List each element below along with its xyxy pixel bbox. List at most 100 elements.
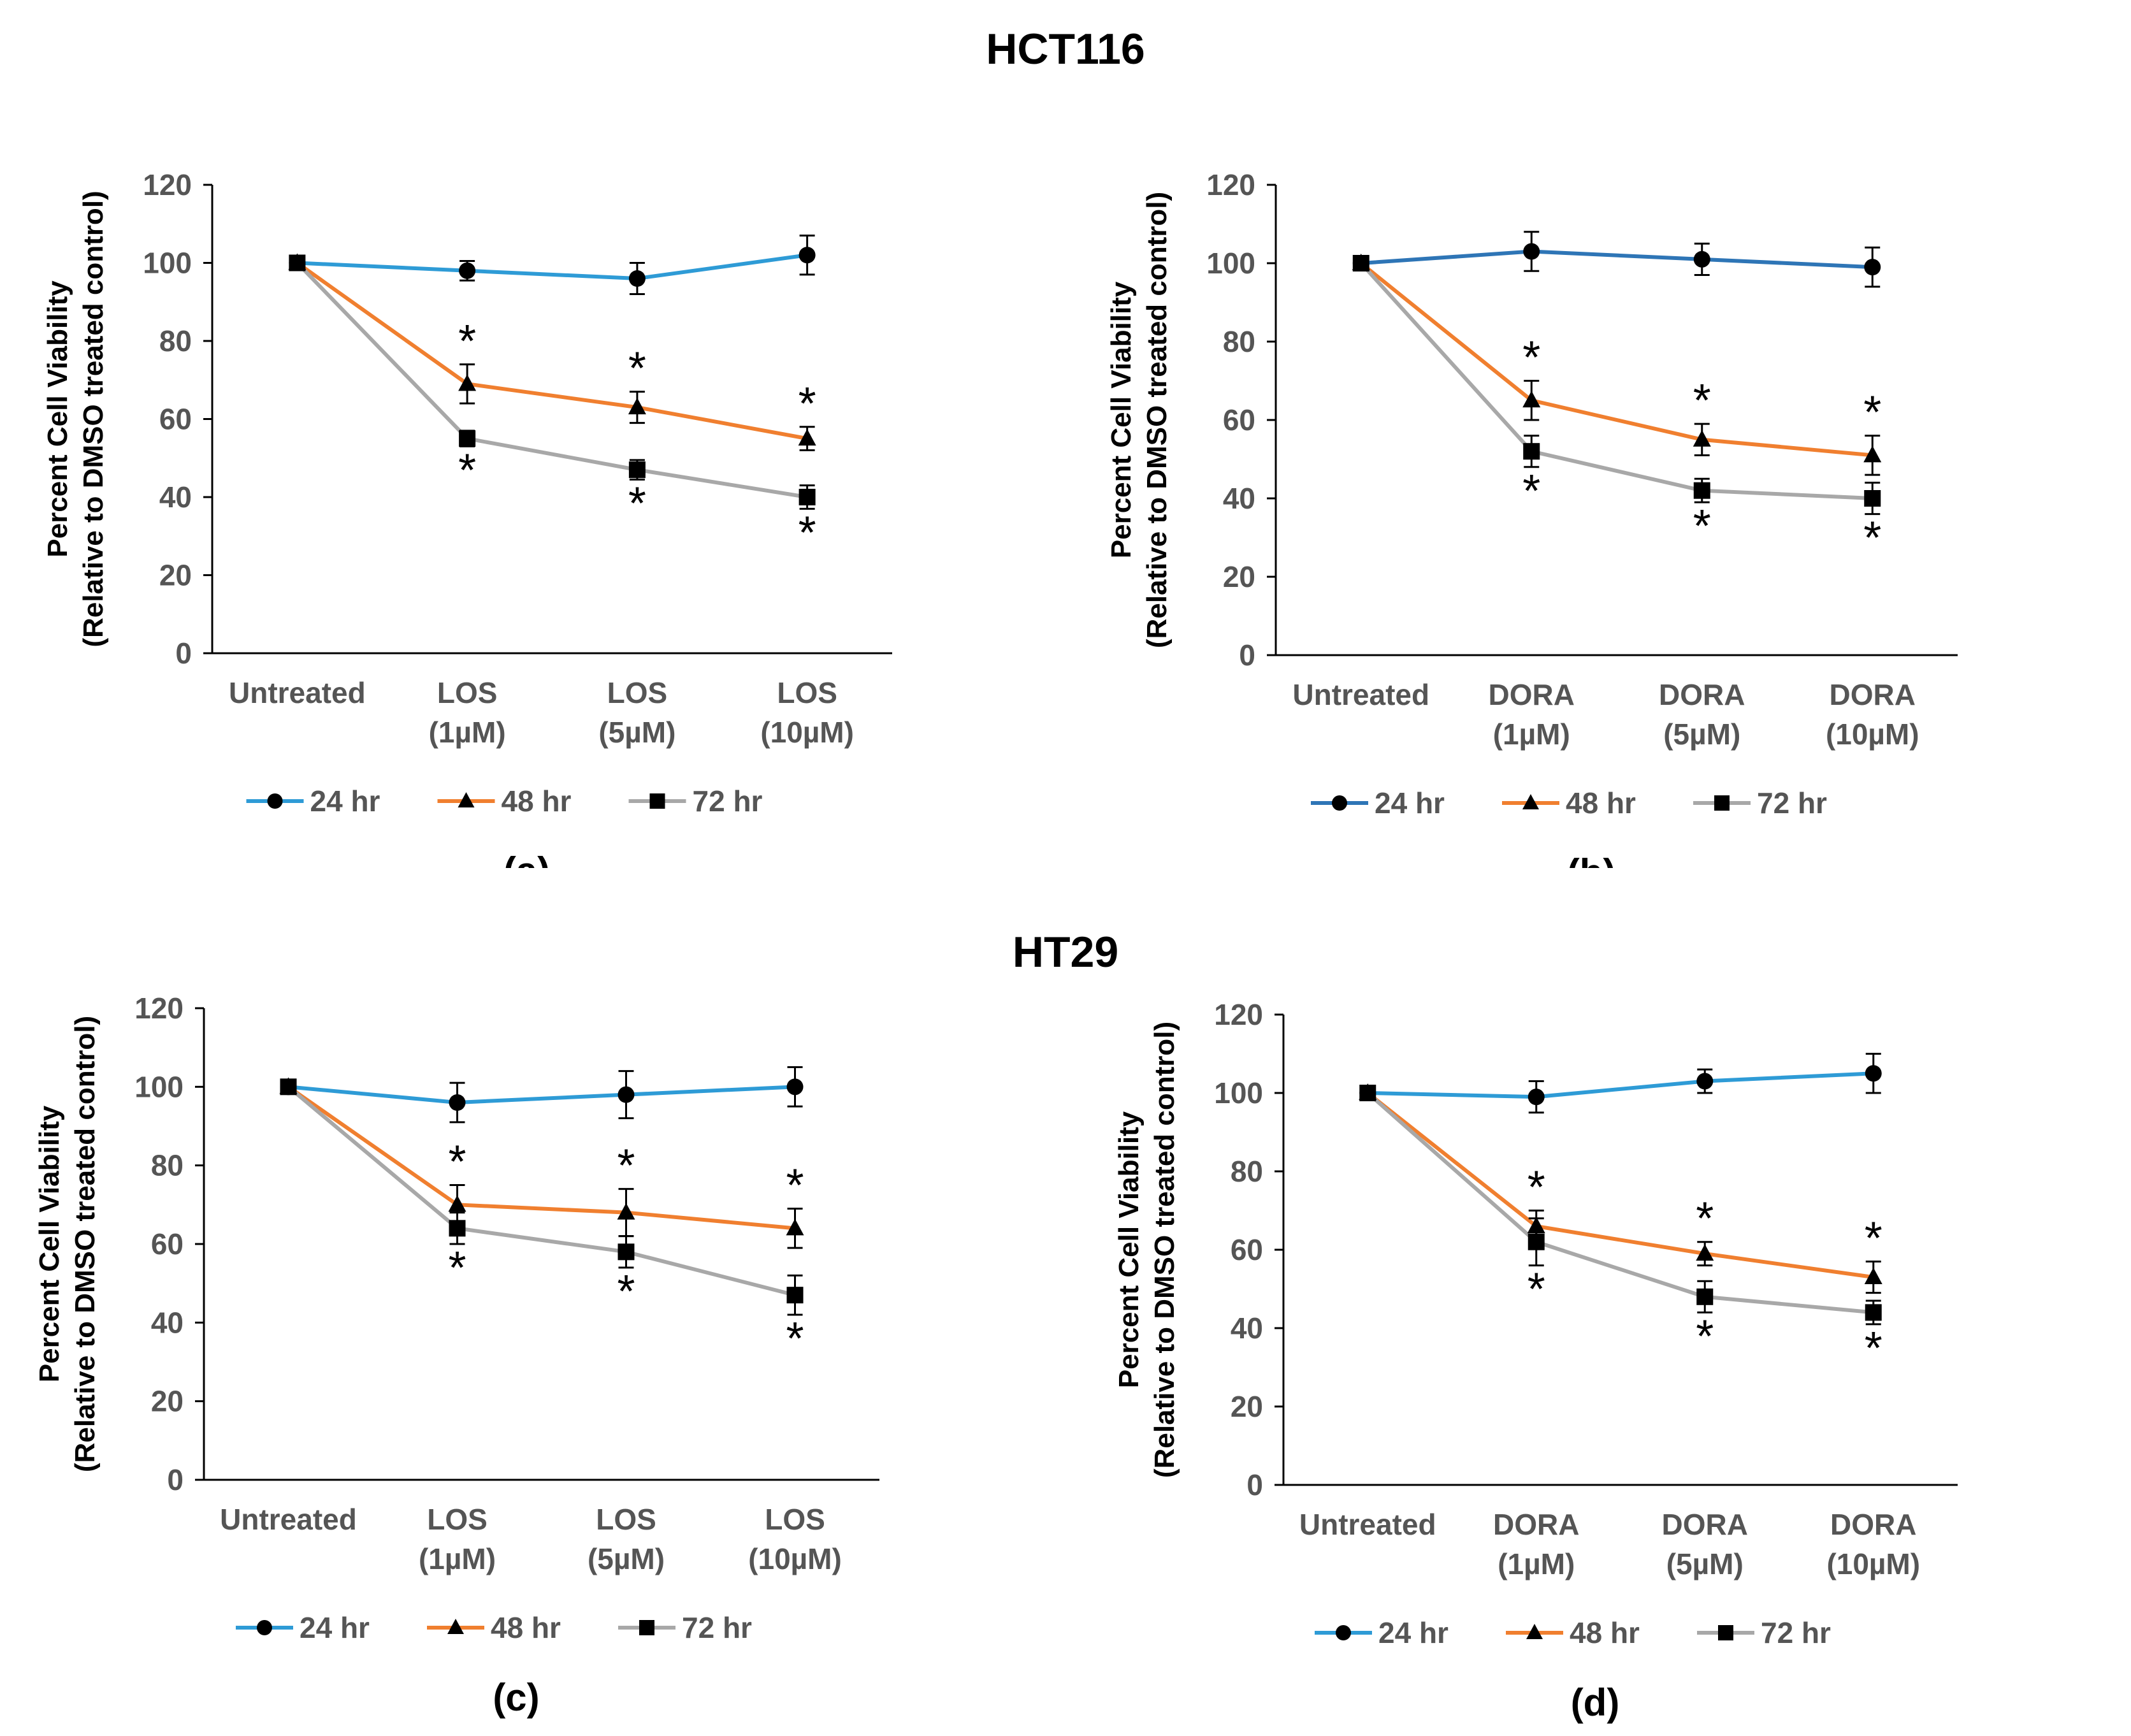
y-axis-title: Percent Cell Viability [42,280,73,558]
panel-label: (b) [1567,851,1616,868]
legend-marker [257,1620,272,1635]
chart-panel-d: 0 20 40 60 80 100 120 Percent Cell Viability (Re… [1066,868,2131,1736]
y-axis-subtitle: (Relative to DMSO treated control) [69,1016,101,1472]
x-category-label: Untreated [229,676,366,709]
data-point-48-hr [1864,1268,1882,1285]
data-point-24-hr [798,247,816,264]
significance-marker: * [628,344,646,394]
significance-marker: * [1528,1162,1545,1213]
significance-marker: * [448,1137,466,1188]
data-point-48-hr [1693,430,1711,447]
legend-label: 24 hr [300,1611,370,1644]
legend-label: 72 hr [1757,786,1827,820]
series-line-24-hr [297,253,808,281]
data-point-48-hr [617,1203,635,1220]
x-category-label: DORA [1662,1508,1748,1541]
legend-marker [1718,1625,1733,1640]
x-category-label: (1µM) [429,716,506,749]
series-line-48-hr [287,1085,795,1231]
legend-label: 48 hr [1566,786,1636,820]
chart-panel-b: 0 20 40 60 80 100 120 Percent Cell Viability (Re… [1066,0,2131,868]
legend-label: 24 hr [1378,1616,1448,1649]
y-tick-label: 20 [159,559,192,592]
y-axis-subtitle: (Relative to DMSO treated control) [78,191,109,647]
data-point-48-hr [628,398,646,415]
legend-label: 72 hr [682,1611,752,1644]
y-tick-label: 0 [175,637,192,670]
x-category-label: (5µM) [1663,718,1740,751]
data-point-48-hr [1522,391,1541,408]
y-axis-subtitle: (Relative to DMSO treated control) [1149,1022,1180,1478]
series-line-72-hr [287,1085,796,1298]
significance-marker: * [798,379,816,430]
legend-marker [267,793,283,809]
data-point-24-hr [1528,1089,1545,1106]
x-category-label: DORA [1830,678,1916,711]
significance-marker: * [1863,387,1881,438]
data-point-72-hr [1523,443,1540,460]
significance-marker: * [617,1141,635,1192]
data-point-72-hr [798,489,816,505]
series-line-72-hr [296,261,808,499]
y-axis-title: Percent Cell Viability [1106,281,1137,558]
y-tick-label: 120 [134,992,184,1025]
x-category-label: DORA [1659,678,1745,711]
y-tick-label: 60 [1231,1233,1263,1266]
data-point-72-hr [1528,1233,1545,1250]
data-point-72-hr [1865,1304,1882,1321]
series-line-48-hr [1359,261,1873,458]
data-point-72-hr [280,1078,297,1096]
y-axis-title: Percent Cell Viability [34,1105,65,1382]
x-category-label: (10µM) [748,1542,842,1575]
chart-c-svg: 0 20 40 60 80 100 120 Percent Cell Viability (Re… [34,992,879,1719]
x-category-label: LOS [607,676,668,709]
data-point-24-hr [628,270,646,287]
legend-marker [1332,795,1347,811]
data-point-24-hr [1523,243,1540,260]
legend-label: 48 hr [1570,1616,1640,1649]
legend-label: 72 hr [1761,1616,1831,1649]
data-point-72-hr [1359,1085,1376,1101]
series-line-24-hr [1361,249,1873,270]
y-tick-label: 40 [1223,482,1255,515]
y-tick-label: 0 [1239,639,1255,672]
significance-marker: * [1865,1323,1882,1374]
x-category-label: (10µM) [1826,1547,1920,1580]
group-title-hct116: HCT116 [986,25,1145,73]
data-point-72-hr [1864,490,1881,507]
significance-marker: * [617,1266,635,1317]
legend-label: 24 hr [310,785,380,818]
chart-panel-c: 0 20 40 60 80 100 120 Percent Cell Viability (Re… [0,868,1066,1736]
legend-label: 48 hr [502,785,572,818]
x-category-label: (5µM) [1666,1547,1744,1580]
chart-panel-a: 0 20 40 60 80 100 120 Percent Cell Viability (Re… [0,0,1066,868]
x-category-label: (1µM) [1498,1547,1575,1580]
significance-marker: * [448,1243,466,1294]
significance-marker: * [786,1161,804,1212]
y-tick-label: 40 [159,481,192,514]
panel-label: (c) [493,1676,539,1719]
y-tick-label: 20 [1231,1390,1263,1423]
data-point-48-hr [1863,445,1882,463]
x-category-label: Untreated [220,1503,357,1536]
significance-marker: * [1696,1311,1714,1362]
y-tick-label: 120 [143,168,192,201]
x-category-label: DORA [1493,1508,1579,1541]
data-point-72-hr [1696,1288,1714,1305]
data-point-48-hr [1696,1244,1714,1261]
x-category-label: LOS [437,676,498,709]
legend-marker [1336,1625,1351,1640]
y-axis-subtitle: (Relative to DMSO treated control) [1141,192,1173,648]
x-category-label: (5µM) [588,1542,665,1575]
significance-marker: * [786,1313,804,1364]
x-category-label: LOS [777,676,837,709]
x-category-label: Untreated [1292,678,1429,711]
x-category-label: (5µM) [598,716,675,749]
legend-marker [649,793,665,809]
chart-a-svg: 0 20 40 60 80 100 120 Percent Cell Viability (Re… [42,168,892,868]
data-point-72-hr [628,461,646,479]
data-point-24-hr [1864,259,1881,276]
series-line-24-hr [288,1085,795,1105]
significance-marker: * [1522,466,1540,517]
y-tick-label: 20 [1223,560,1255,593]
